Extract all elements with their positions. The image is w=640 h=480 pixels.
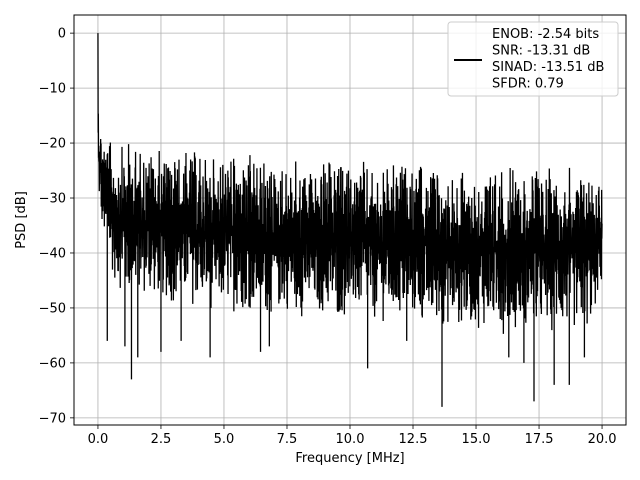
legend: ENOB: -2.54 bits SNR: -13.31 dB SINAD: -… (447, 21, 619, 97)
y-tick-label: −70 (39, 411, 66, 426)
y-tick-label: −10 (39, 82, 66, 97)
x-tick-label: 12.5 (399, 432, 428, 447)
plot-area (97, 33, 603, 407)
legend-box (447, 21, 619, 97)
x-tick-label: 5.0 (214, 432, 235, 447)
x-axis-label: Frequency [MHz] (295, 451, 404, 466)
y-tick-label: −20 (39, 137, 66, 152)
x-tick-label: 2.5 (151, 432, 172, 447)
legend-sinad-text: SINAD: -13.51 dB (492, 60, 604, 75)
y-axis-label: PSD [dB] (14, 191, 29, 249)
y-tick-label: −40 (39, 246, 66, 261)
y-tick-label: 0 (58, 27, 66, 42)
y-tick-label: −60 (39, 356, 66, 371)
legend-sfdr-text: SFDR: 0.79 (492, 77, 564, 92)
x-tick-label: 15.0 (462, 432, 491, 447)
y-tick-label: −30 (39, 192, 66, 207)
x-axis-ticks: 0.0 2.5 5.0 7.5 10.0 12.5 15.0 17.5 20.0 (88, 425, 617, 447)
legend-snr-text: SNR: -13.31 dB (492, 44, 590, 59)
x-tick-label: 17.5 (525, 432, 554, 447)
x-tick-label: 0.0 (88, 432, 109, 447)
x-tick-label: 10.0 (336, 432, 365, 447)
legend-enob-text: ENOB: -2.54 bits (492, 27, 599, 42)
y-axis-ticks: 0 −10 −20 −30 −40 −50 −60 −70 (39, 27, 74, 426)
psd-series-line (97, 33, 603, 407)
y-tick-label: −50 (39, 301, 66, 316)
x-tick-label: 7.5 (277, 432, 298, 447)
x-tick-label: 20.0 (588, 432, 617, 447)
